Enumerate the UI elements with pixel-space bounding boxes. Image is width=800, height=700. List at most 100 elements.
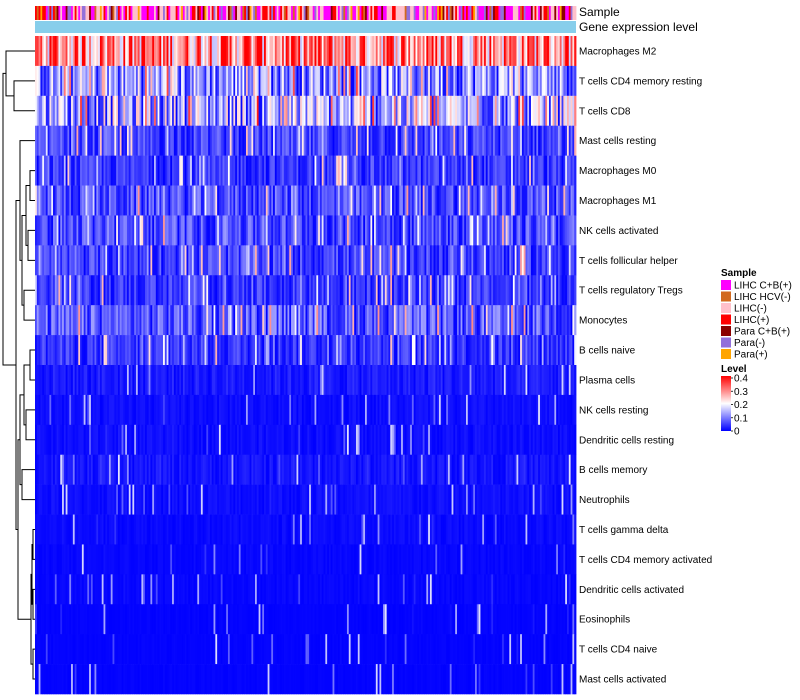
heatmap-cell: [89, 275, 92, 306]
heatmap-cell: [47, 484, 50, 515]
sample-annotation-cell: [238, 6, 241, 20]
heatmap-cell: [467, 245, 471, 276]
heatmap-cell: [520, 305, 523, 336]
heatmap-cell: [215, 155, 218, 186]
heatmap-cell: [475, 245, 478, 276]
heatmap-cell: [475, 424, 478, 456]
heatmap-cell: [191, 275, 195, 306]
heatmap-cell: [402, 454, 406, 485]
heatmap-cell: [220, 65, 223, 97]
heatmap-cell: [72, 305, 76, 336]
heatmap-cell: [76, 65, 79, 97]
heatmap-cell: [337, 275, 341, 306]
heatmap-cell: [312, 305, 315, 336]
heatmap-cell: [343, 275, 346, 306]
heatmap-cell: [58, 185, 61, 216]
heatmap-cell: [550, 245, 553, 276]
heatmap-cell: [67, 424, 70, 456]
heatmap-cell: [395, 215, 398, 246]
sample-annotation-cell: [570, 6, 573, 20]
heatmap-cell: [135, 305, 139, 336]
heatmap-cell: [294, 245, 297, 276]
heatmap-cell: [163, 155, 166, 186]
heatmap-cell: [355, 484, 359, 515]
heatmap-cell: [487, 95, 490, 127]
heatmap-cell: [365, 454, 368, 485]
heatmap-cell: [426, 155, 429, 186]
heatmap-cell: [298, 424, 301, 456]
heatmap-cell: [494, 394, 498, 426]
heatmap-cell: [525, 215, 528, 246]
heatmap-cell: [310, 125, 314, 156]
heatmap-cell: [264, 484, 267, 515]
heatmap-cell: [561, 335, 564, 366]
heatmap-cell: [323, 424, 326, 456]
heatmap-cell: [366, 424, 370, 456]
heatmap-cell: [289, 36, 292, 67]
heatmap-cell: [56, 65, 59, 97]
heatmap-cell: [108, 365, 112, 396]
heatmap-cell: [80, 215, 83, 246]
sample-annotation-cell: [200, 6, 204, 20]
heatmap-cell: [119, 484, 122, 515]
sample-annotation-cell: [487, 6, 490, 20]
heatmap-cell: [51, 424, 54, 456]
heatmap-cell: [112, 95, 115, 127]
heatmap-cell: [188, 125, 191, 156]
heatmap-cell: [467, 335, 471, 366]
heatmap-cell: [411, 95, 415, 127]
heatmap-cell: [177, 36, 180, 67]
heatmap-cell: [245, 36, 249, 67]
heatmap-cell: [365, 215, 368, 246]
heatmap-cell: [123, 454, 126, 485]
heatmap-cell: [235, 185, 238, 216]
heatmap-cell: [325, 245, 328, 276]
heatmap-cell: [244, 155, 247, 186]
sample-annotation-cell: [489, 6, 492, 20]
heatmap-cell: [282, 365, 285, 396]
heatmap-cell: [80, 424, 83, 456]
heatmap-cell: [346, 335, 350, 366]
heatmap-cell: [485, 155, 489, 186]
heatmap-cell: [94, 185, 97, 216]
heatmap-cell: [92, 65, 95, 97]
heatmap-cell: [444, 394, 447, 426]
heatmap-cell: [137, 215, 140, 246]
heatmap-cell: [283, 424, 287, 456]
heatmap-cell: [339, 215, 342, 246]
heatmap-cell: [238, 454, 241, 485]
heatmap-cell: [58, 335, 61, 366]
heatmap-cell: [36, 36, 40, 67]
heatmap-cell: [509, 454, 512, 485]
heatmap-cell: [186, 95, 189, 127]
heatmap-cell: [128, 365, 131, 396]
heatmap-cell: [72, 365, 76, 396]
heatmap-cell: [89, 95, 92, 127]
heatmap-cell: [74, 95, 77, 127]
heatmap-cell: [116, 36, 119, 67]
heatmap-cell: [123, 185, 126, 216]
heatmap-cell: [137, 365, 140, 396]
heatmap-cell: [566, 275, 570, 306]
heatmap-cell: [417, 305, 420, 336]
heatmap-cell: [332, 335, 335, 366]
heatmap-cell: [406, 245, 409, 276]
heatmap-cell: [361, 335, 364, 366]
heatmap-cell: [494, 185, 498, 216]
heatmap-cell: [541, 155, 544, 186]
heatmap-cell: [548, 275, 552, 306]
heatmap-cell: [532, 275, 535, 306]
heatmap-cell: [357, 65, 360, 97]
heatmap-cell: [83, 365, 86, 396]
heatmap-cell: [550, 305, 553, 336]
heatmap-cell: [383, 454, 386, 485]
heatmap-cell: [72, 65, 76, 97]
heatmap-cell: [170, 185, 173, 216]
heatmap-cell: [287, 65, 290, 97]
heatmap-cell: [505, 454, 508, 485]
heatmap-cell: [298, 245, 301, 276]
heatmap-cell: [98, 155, 101, 186]
heatmap-cell: [478, 454, 481, 485]
heatmap-cell: [191, 65, 195, 97]
sample-annotation-cell: [568, 6, 571, 20]
